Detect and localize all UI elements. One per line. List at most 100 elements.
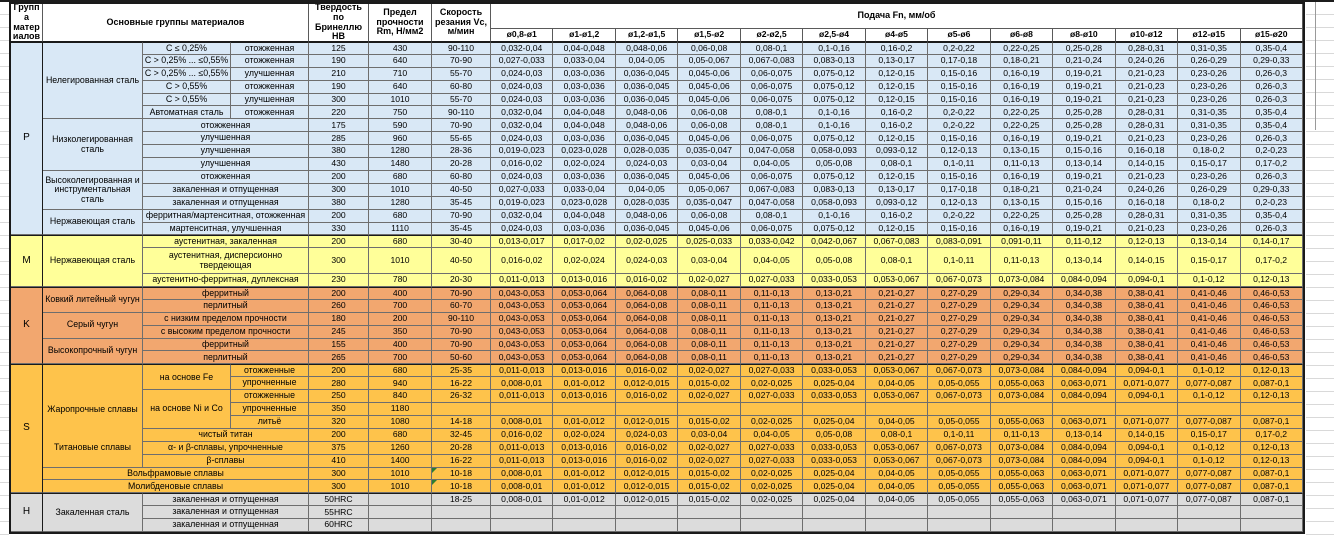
- feed-cell: 0,26-0,29: [1178, 183, 1241, 197]
- feed-cell: 0,06-0,08: [678, 119, 741, 133]
- strength-cell: 200: [369, 312, 432, 326]
- green-corner-marker: [432, 467, 437, 473]
- feed-cell: [740, 519, 804, 532]
- feed-cell: 0,26-0,3: [1240, 170, 1303, 184]
- feed-cell: 0,024-0,03: [615, 248, 679, 275]
- feed-cell: 0,013-0,016: [553, 454, 616, 468]
- feed-cell: 0,016-0,02: [491, 158, 554, 171]
- feed-cell: 0,075-0,12: [803, 170, 866, 184]
- feed-cell: [615, 403, 679, 416]
- hardness-cell: 200: [309, 364, 369, 378]
- feed-cell: 0,21-0,23: [1115, 67, 1179, 81]
- material-cell: Высоколегированная и инструментальная ст…: [43, 170, 143, 210]
- feed-cell: 0,048-0,06: [615, 106, 679, 120]
- material-cell: литьё: [231, 415, 309, 429]
- feed-cell: 0,46-0,53: [1240, 351, 1303, 365]
- feed-cell: 0,35-0,4: [1240, 119, 1303, 133]
- material-cell: улучшенная: [231, 93, 309, 107]
- feed-cell: 0,013-0,016: [553, 441, 616, 455]
- feed-cell: 0,29-0,33: [1240, 183, 1303, 197]
- header-hardness-column: Твердость по Бринеллю HB: [309, 4, 369, 42]
- feed-cell: 0,13-0,15: [990, 196, 1054, 210]
- hardness-cell: 175: [309, 119, 369, 133]
- feed-cell: 0,016-0,02: [491, 248, 554, 275]
- material-cell: ферритный: [143, 287, 309, 300]
- feed-cell: 0,036-0,045: [615, 67, 679, 81]
- strength-cell: 680: [369, 428, 432, 442]
- feed-cell: 0,29-0,34: [990, 299, 1054, 313]
- strength-cell: 1080: [369, 415, 432, 429]
- feed-cell: 0,011-0,013: [491, 364, 554, 378]
- feed-cell: 0,11-0,13: [990, 428, 1054, 442]
- feed-cell: [615, 519, 679, 532]
- feed-cell: 0,05-0,055: [928, 377, 991, 391]
- strength-cell: 1260: [369, 441, 432, 455]
- feed-cell: 0,058-0,093: [803, 196, 866, 210]
- feed-cell: [1240, 506, 1303, 520]
- feed-cell: 0,01-0,012: [553, 493, 616, 507]
- feed-cell: [1178, 506, 1241, 520]
- speed-cell: 32-45: [432, 428, 491, 442]
- feed-cell: 0,053-0,064: [553, 325, 616, 339]
- strength-cell: 710: [369, 67, 432, 81]
- material-cell: ферритный: [143, 338, 309, 352]
- hardness-cell: 55HRC: [309, 506, 369, 520]
- feed-cell: 0,084-0,094: [1053, 441, 1116, 455]
- feed-cell: 0,14-0,17: [1240, 235, 1303, 249]
- material-cell: Титановые сплавы: [43, 428, 143, 468]
- material-cell: Серый чугун: [43, 312, 143, 339]
- feed-cell: 0,08-0,1: [865, 428, 929, 442]
- feed-cell: 0,38-0,41: [1115, 287, 1179, 300]
- feed-cell: 0,21-0,23: [1115, 132, 1179, 146]
- feed-cell: 0,012-0,015: [615, 377, 679, 391]
- feed-cell: 0,043-0,053: [491, 299, 554, 313]
- material-cell: упрочненные: [231, 377, 309, 391]
- feed-cell: 0,027-0,033: [740, 390, 804, 404]
- hardness-cell: 200: [309, 287, 369, 300]
- feed-cell: 0,04-0,05: [865, 377, 929, 391]
- feed-cell: 0,053-0,064: [553, 351, 616, 365]
- feed-cell: 0,084-0,094: [1053, 390, 1116, 404]
- speed-cell: 90-110: [432, 312, 491, 326]
- feed-cell: 0,033-0,053: [803, 274, 866, 287]
- header-feed-diameter: ø1-ø1,2: [553, 29, 616, 42]
- speed-cell: 60-80: [432, 80, 491, 94]
- feed-cell: 0,29-0,34: [990, 351, 1054, 365]
- feed-cell: 0,016-0,02: [615, 441, 679, 455]
- feed-cell: 0,055-0,063: [990, 377, 1054, 391]
- feed-cell: 0,35-0,4: [1240, 209, 1303, 223]
- feed-cell: [1053, 506, 1116, 520]
- feed-cell: 0,31-0,35: [1178, 209, 1241, 223]
- feed-cell: 0,06-0,075: [740, 170, 804, 184]
- feed-cell: [615, 506, 679, 520]
- feed-cell: 0,071-0,077: [1115, 377, 1179, 391]
- feed-cell: 0,032-0,04: [491, 209, 554, 223]
- feed-cell: 0,077-0,087: [1178, 480, 1241, 494]
- material-cell: аустенитно-ферритная, дуплексная: [143, 274, 309, 287]
- feed-cell: 0,15-0,16: [928, 93, 991, 107]
- hardness-cell: 210: [309, 67, 369, 81]
- feed-cell: 0,06-0,075: [740, 222, 804, 236]
- feed-cell: [553, 519, 616, 532]
- feed-cell: 0,16-0,19: [990, 67, 1054, 81]
- feed-cell: 0,26-0,3: [1240, 67, 1303, 81]
- feed-cell: 0,22-0,25: [990, 106, 1054, 120]
- feed-cell: 0,1-0,11: [928, 428, 991, 442]
- feed-cell: 0,41-0,46: [1178, 312, 1241, 326]
- feed-cell: 0,033-0,053: [803, 454, 866, 468]
- feed-cell: 0,16-0,19: [990, 170, 1054, 184]
- feed-cell: 0,1-0,16: [803, 209, 866, 223]
- feed-cell: 0,02-0,025: [740, 493, 804, 507]
- feed-cell: 0,23-0,26: [1178, 80, 1241, 94]
- feed-cell: 0,04-0,05: [615, 183, 679, 197]
- feed-cell: 0,1-0,16: [803, 106, 866, 120]
- feed-cell: 0,16-0,2: [865, 42, 929, 55]
- material-cell: улучшенная: [143, 145, 309, 159]
- strength-cell: 430: [369, 42, 432, 55]
- feed-cell: 0,075-0,12: [803, 132, 866, 146]
- feed-cell: 0,067-0,083: [740, 183, 804, 197]
- feed-cell: 0,013-0,016: [553, 274, 616, 287]
- strength-cell: 750: [369, 106, 432, 120]
- feed-cell: [1053, 403, 1116, 416]
- feed-cell: 0,1-0,12: [1178, 364, 1241, 378]
